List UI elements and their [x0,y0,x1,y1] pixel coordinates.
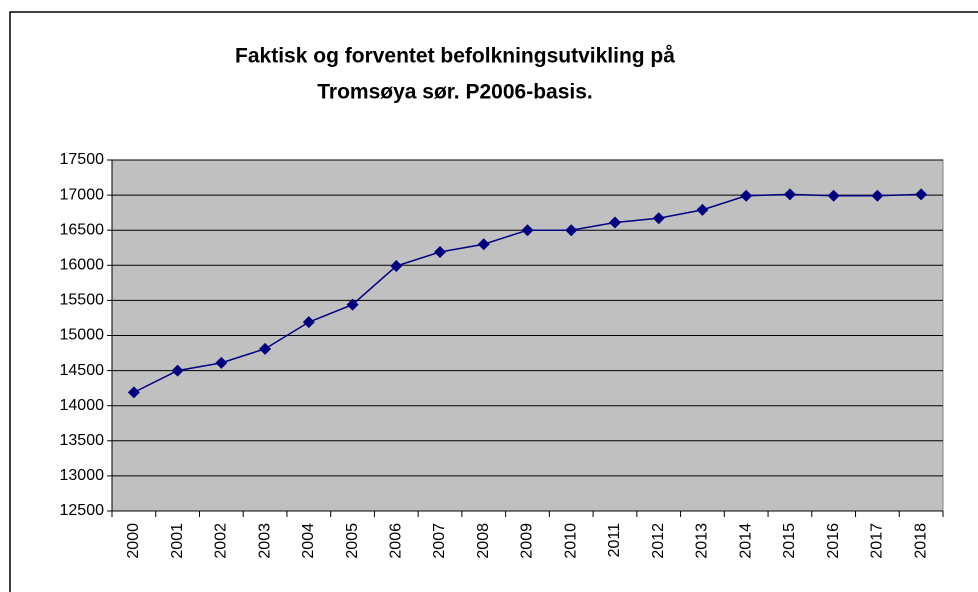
data-point [390,260,403,273]
data-point [915,188,928,201]
x-tick-label: 2006 [388,523,405,559]
y-tick-label: 17000 [60,186,105,203]
data-point [871,189,884,202]
y-tick-label: 12500 [60,502,105,519]
chart-title: Tromsøya sør. P2006-basis. [317,81,592,104]
data-point [434,245,447,258]
x-tick-label: 2011 [606,523,623,558]
data-point [477,238,490,251]
data-point [171,364,184,377]
data-point [652,212,665,225]
y-tick-label: 16500 [60,221,105,238]
data-point [259,342,272,355]
data-point [608,216,621,229]
chart-title: Faktisk og forventet befolkningsutviklin… [235,45,675,68]
x-tick-label: 2002 [213,523,230,559]
x-tick-label: 2000 [125,523,142,559]
data-point [783,188,796,201]
x-tick-label: 2012 [650,523,667,559]
x-tick-label: 2001 [169,523,186,559]
data-point [565,224,578,237]
y-tick-label: 17500 [60,151,105,168]
data-point [346,298,359,311]
x-tick-label: 2015 [781,523,798,559]
x-tick-label: 2016 [825,523,842,559]
x-tick-label: 2004 [300,523,317,559]
data-point [696,203,709,216]
x-tick-label: 2010 [562,523,579,559]
x-tick-label: 2014 [737,523,754,559]
x-tick-label: 2008 [475,523,492,559]
data-point [127,386,140,399]
y-tick-label: 16000 [60,257,105,274]
y-tick-label: 14000 [60,397,105,414]
y-tick-label: 15500 [60,292,105,309]
x-tick-label: 2007 [431,523,448,559]
x-tick-label: 2018 [912,523,929,559]
x-tick-label: 2013 [694,523,711,559]
x-tick-label: 2003 [256,523,273,559]
data-point [215,356,228,369]
x-tick-label: 2017 [869,523,886,559]
data-point [521,224,534,237]
data-point [740,189,753,202]
x-tick-label: 2009 [519,523,536,559]
data-point [827,189,840,202]
y-tick-label: 14500 [60,362,105,379]
x-tick-label: 2005 [344,523,361,559]
data-point [302,316,315,329]
y-tick-label: 13000 [60,467,105,484]
y-tick-label: 13500 [60,432,105,449]
y-tick-label: 15000 [60,327,105,344]
